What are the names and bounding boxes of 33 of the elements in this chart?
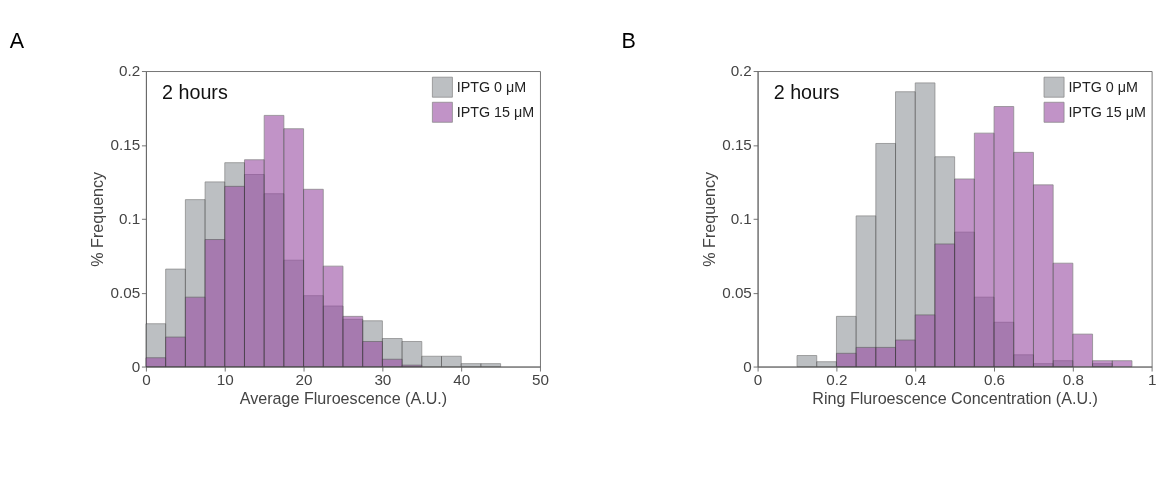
x-axis-title: Ring Fluroescence Concentration (A.U.) <box>812 388 1098 407</box>
x-tick-label: 30 <box>374 370 392 388</box>
legend-label: IPTG 0 μM <box>1068 78 1138 95</box>
chart-title: A <box>9 28 25 53</box>
x-tick-label: 0.6 <box>983 370 1006 388</box>
annotation: 2 hours <box>162 80 228 103</box>
y-tick-label: 0.1 <box>730 209 752 227</box>
x-tick-label: 40 <box>453 370 471 388</box>
x-tick-label: 0.2 <box>826 370 848 388</box>
x-tick-label: 50 <box>531 370 549 388</box>
y-tick-label: 0.15 <box>110 135 141 153</box>
x-tick-label: 0.4 <box>905 370 927 388</box>
legend-label: IPTG 15 μM <box>1068 103 1146 120</box>
x-tick-label: 0.8 <box>1062 370 1084 388</box>
x-axis-title: Average Fluroescence (A.U.) <box>239 388 448 407</box>
y-axis-title: % Frequency <box>700 170 719 267</box>
x-tick-label: 0 <box>753 370 763 388</box>
legend-label: IPTG 15 μM <box>456 103 535 120</box>
y-tick-label: 0 <box>743 357 752 375</box>
y-tick-label: 0.05 <box>110 283 141 301</box>
x-tick-label: 20 <box>295 370 313 388</box>
legend-label: IPTG 0 μM <box>456 78 527 95</box>
y-tick-label: 0.1 <box>119 209 141 227</box>
y-tick-label: 0.05 <box>722 283 752 301</box>
y-tick-label: 0.2 <box>730 62 752 79</box>
y-axis-title: % Frequency <box>88 170 107 267</box>
annotation: 2 hours <box>773 80 840 103</box>
y-tick-label: 0 <box>131 357 141 375</box>
x-tick-label: 1 <box>1147 370 1157 388</box>
chart-title: B <box>621 28 636 53</box>
y-tick-label: 0.15 <box>722 135 752 153</box>
x-tick-label: 10 <box>216 370 234 388</box>
y-tick-label: 0.2 <box>119 62 141 79</box>
